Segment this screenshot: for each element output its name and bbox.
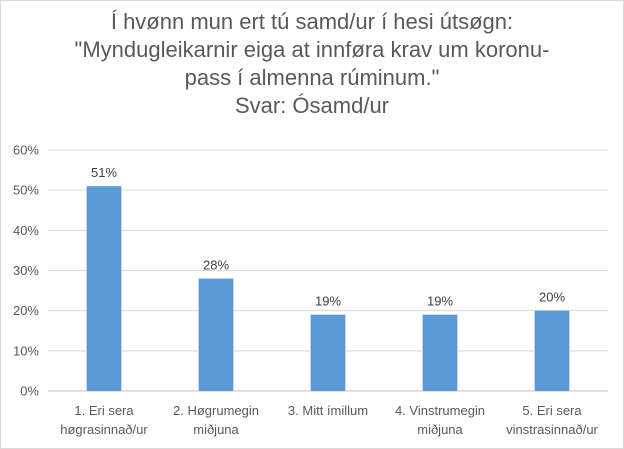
y-tick-label: 30% — [13, 263, 39, 278]
data-label: 28% — [203, 258, 229, 273]
x-tick-label: 4. Vinstrumegin — [395, 403, 485, 418]
bar — [310, 314, 346, 391]
chart-title-line: Í hvønn mun ert tú samd/ur í hesi útsøgn… — [110, 9, 514, 34]
x-tick-label: høgrasinnað/ur — [60, 422, 148, 437]
x-tick-label: 5. Eri sera — [522, 403, 582, 418]
data-label: 19% — [315, 294, 341, 309]
chart-title-line: pass í almenna rúminum." — [184, 65, 440, 90]
data-label: 20% — [539, 290, 565, 305]
bar — [422, 314, 458, 391]
chart-title-line: Svar: Ósamd/ur — [234, 93, 390, 118]
x-tick-label: 2. Høgrumegin — [173, 403, 259, 418]
x-tick-label: 3. Mitt ímillum — [288, 403, 368, 418]
y-tick-label: 50% — [13, 183, 39, 198]
x-tick-label: 1. Eri sera — [74, 403, 134, 418]
bar — [534, 310, 570, 391]
data-label: 19% — [427, 294, 453, 309]
x-tick-label: miðjuna — [193, 422, 239, 437]
bar — [198, 278, 234, 391]
x-tick-label: vinstrasinnað/ur — [506, 422, 598, 437]
y-tick-label: 20% — [13, 303, 39, 318]
data-label: 51% — [91, 165, 117, 180]
y-tick-label: 10% — [13, 343, 39, 358]
bar — [86, 186, 122, 391]
y-tick-label: 60% — [13, 143, 39, 158]
chart-title-line: "Myndugleikarnir eiga at innføra krav um… — [74, 37, 550, 62]
y-tick-label: 0% — [20, 384, 39, 399]
chart-title: Í hvønn mun ert tú samd/ur í hesi útsøgn… — [0, 8, 624, 120]
x-tick-label: miðjuna — [417, 422, 463, 437]
y-tick-label: 40% — [13, 223, 39, 238]
